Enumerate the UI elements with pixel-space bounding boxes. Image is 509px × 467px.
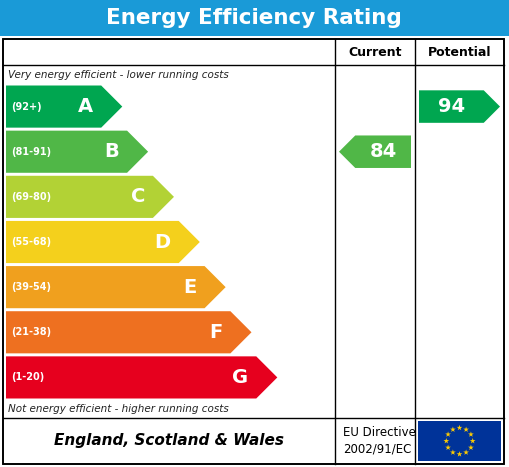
Text: B: B xyxy=(104,142,119,161)
Polygon shape xyxy=(463,449,469,455)
Polygon shape xyxy=(457,451,462,457)
Polygon shape xyxy=(470,438,475,444)
Text: F: F xyxy=(209,323,222,342)
Text: (81-91): (81-91) xyxy=(11,147,51,157)
Text: G: G xyxy=(232,368,248,387)
Polygon shape xyxy=(419,90,500,123)
Polygon shape xyxy=(6,311,251,354)
Polygon shape xyxy=(6,131,148,173)
Text: Very energy efficient - lower running costs: Very energy efficient - lower running co… xyxy=(8,70,229,79)
Text: 84: 84 xyxy=(370,142,397,161)
Text: D: D xyxy=(155,233,171,252)
Text: 94: 94 xyxy=(438,97,465,116)
Polygon shape xyxy=(443,438,449,444)
Bar xyxy=(418,421,501,461)
Polygon shape xyxy=(457,425,462,430)
Text: (55-68): (55-68) xyxy=(11,237,51,247)
Polygon shape xyxy=(468,445,474,450)
Polygon shape xyxy=(445,445,451,450)
Text: (1-20): (1-20) xyxy=(11,372,44,382)
Polygon shape xyxy=(339,135,411,168)
Text: (69-80): (69-80) xyxy=(11,192,51,202)
Polygon shape xyxy=(468,432,474,437)
Text: Current: Current xyxy=(348,45,402,58)
Polygon shape xyxy=(450,426,456,432)
Polygon shape xyxy=(6,85,122,127)
Text: A: A xyxy=(78,97,93,116)
Polygon shape xyxy=(6,221,200,263)
Text: (39-54): (39-54) xyxy=(11,282,51,292)
Text: (21-38): (21-38) xyxy=(11,327,51,337)
Text: C: C xyxy=(130,187,145,206)
Polygon shape xyxy=(463,426,469,432)
Text: Not energy efficient - higher running costs: Not energy efficient - higher running co… xyxy=(8,404,229,414)
Polygon shape xyxy=(6,176,174,218)
Polygon shape xyxy=(6,356,277,398)
Text: Energy Efficiency Rating: Energy Efficiency Rating xyxy=(106,8,402,28)
Text: Potential: Potential xyxy=(428,45,491,58)
Text: E: E xyxy=(183,278,196,297)
Polygon shape xyxy=(445,432,451,437)
Polygon shape xyxy=(450,449,456,455)
Polygon shape xyxy=(6,266,225,308)
Text: EU Directive
2002/91/EC: EU Directive 2002/91/EC xyxy=(343,426,416,456)
Text: (92+): (92+) xyxy=(11,101,42,112)
Text: England, Scotland & Wales: England, Scotland & Wales xyxy=(54,433,284,448)
Bar xyxy=(0,0,509,36)
